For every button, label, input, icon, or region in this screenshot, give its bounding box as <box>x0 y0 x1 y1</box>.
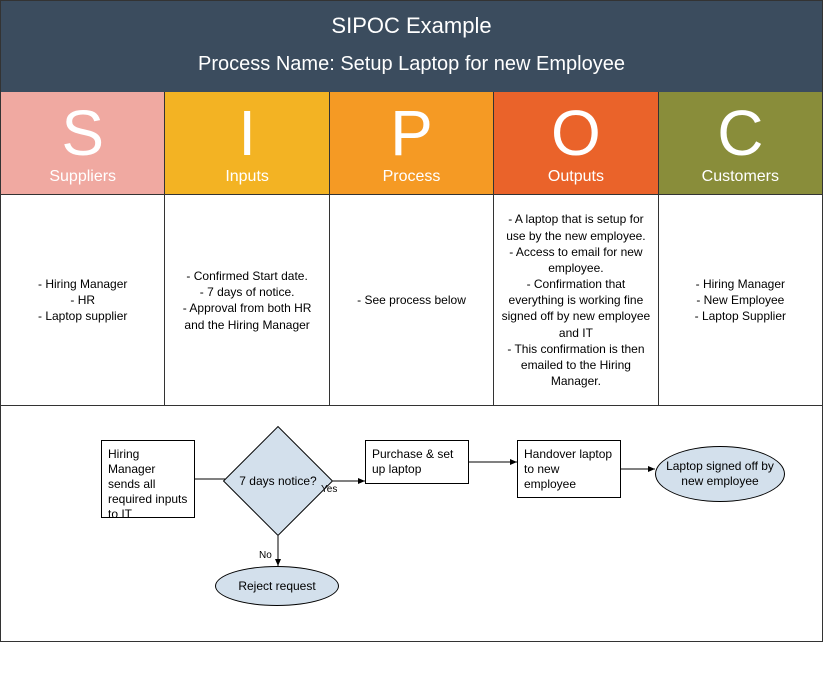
col-letter: C <box>659 98 822 168</box>
col-header: O Outputs <box>494 92 657 194</box>
cell-item: - 7 days of notice. <box>200 284 295 300</box>
sipoc-diagram: SIPOC Example Process Name: Setup Laptop… <box>0 0 823 642</box>
sipoc-cell-outputs: - A laptop that is setup for use by the … <box>494 195 658 405</box>
cell-item: - Confirmation that everything is workin… <box>500 276 651 341</box>
col-letter: S <box>1 98 164 168</box>
flow-node-n5: Laptop signed off by new employee <box>655 446 785 502</box>
col-label: Suppliers <box>1 168 164 194</box>
col-header: C Customers <box>659 92 822 194</box>
sipoc-col-suppliers: S Suppliers <box>1 92 165 194</box>
sipoc-col-customers: C Customers <box>659 92 822 194</box>
cell-item: - Access to email for new employee. <box>500 244 651 276</box>
cell-item: - See process below <box>357 292 466 308</box>
col-letter: P <box>330 98 493 168</box>
col-label: Inputs <box>165 168 328 194</box>
col-label: Customers <box>659 168 822 194</box>
col-header: P Process <box>330 92 493 194</box>
col-letter: I <box>165 98 328 168</box>
diagram-title: SIPOC Example <box>1 13 822 39</box>
col-header: I Inputs <box>165 92 328 194</box>
diagram-header: SIPOC Example Process Name: Setup Laptop… <box>1 1 822 92</box>
cell-item: - A laptop that is setup for use by the … <box>500 211 651 243</box>
cell-item: - HR <box>70 292 95 308</box>
flow-node-n1: Hiring Manager sends all required inputs… <box>101 440 195 518</box>
cell-item: - Confirmed Start date. <box>186 268 307 284</box>
cell-item: - Approval from both HR and the Hiring M… <box>171 300 322 332</box>
flow-node-n3: Purchase & set up laptop <box>365 440 469 484</box>
cell-item: - Laptop Supplier <box>695 308 786 324</box>
sipoc-col-outputs: O Outputs <box>494 92 658 194</box>
sipoc-cell-inputs: - Confirmed Start date.- 7 days of notic… <box>165 195 329 405</box>
process-flowchart: Hiring Manager sends all required inputs… <box>1 405 822 641</box>
process-name: Process Name: Setup Laptop for new Emplo… <box>1 53 822 76</box>
flow-node-n4: Handover laptop to new employee <box>517 440 621 498</box>
cell-item: - This confirmation is then emailed to t… <box>500 341 651 390</box>
col-label: Process <box>330 168 493 194</box>
sipoc-col-process: P Process <box>330 92 494 194</box>
sipoc-cell-suppliers: - Hiring Manager- HR- Laptop supplier <box>1 195 165 405</box>
flow-edge-label: Yes <box>321 484 337 495</box>
flow-node-n2: 7 days notice? <box>239 442 317 520</box>
col-letter: O <box>494 98 657 168</box>
sipoc-col-inputs: I Inputs <box>165 92 329 194</box>
sipoc-cell-process: - See process below <box>330 195 494 405</box>
col-label: Outputs <box>494 168 657 194</box>
sipoc-body-row: - Hiring Manager- HR- Laptop supplier- C… <box>1 194 822 405</box>
cell-item: - Laptop supplier <box>38 308 127 324</box>
col-header: S Suppliers <box>1 92 164 194</box>
cell-item: - New Employee <box>696 292 784 308</box>
cell-item: - Hiring Manager <box>38 276 127 292</box>
sipoc-header-row: S Suppliers I Inputs P Process O Outputs… <box>1 92 822 194</box>
sipoc-cell-customers: - Hiring Manager- New Employee- Laptop S… <box>659 195 822 405</box>
cell-item: - Hiring Manager <box>696 276 785 292</box>
flow-edge-label: No <box>259 550 272 561</box>
